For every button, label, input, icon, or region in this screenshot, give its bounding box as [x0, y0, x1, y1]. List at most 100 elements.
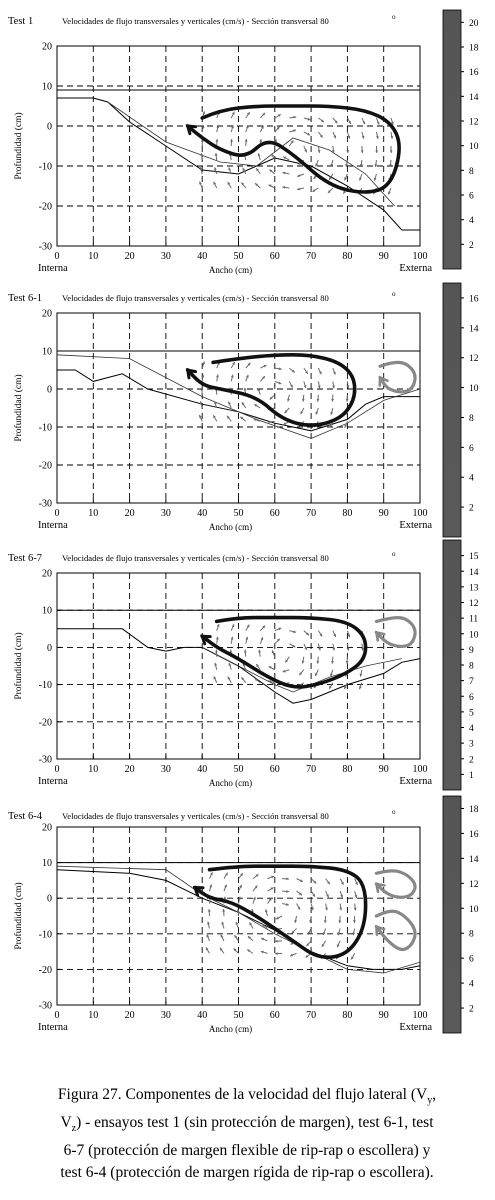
velocity-arrowhead	[290, 384, 293, 388]
velocity-arrowhead	[256, 664, 259, 667]
velocity-arrowhead	[227, 676, 231, 680]
velocity-arrowhead	[331, 660, 334, 664]
velocity-arrowhead	[269, 169, 273, 173]
velocity-arrowhead	[304, 149, 307, 153]
velocity-arrowhead	[254, 404, 258, 407]
velocity-arrowhead	[199, 401, 203, 405]
velocity-arrowhead	[330, 673, 333, 677]
x-tick-label: 30	[161, 764, 171, 775]
colorbar-tick-label: 4	[469, 474, 474, 484]
velocity-arrowhead	[332, 647, 336, 651]
velocity-arrowhead	[216, 624, 220, 627]
velocity-arrowhead	[292, 644, 296, 648]
velocity-arrowhead	[297, 187, 300, 191]
velocity-arrowhead	[315, 673, 318, 677]
velocity-arrowhead	[201, 125, 205, 128]
secondary-circulation-cell	[374, 869, 417, 899]
velocity-arrowhead	[247, 949, 251, 953]
x-tick-label: 80	[342, 508, 352, 519]
velocity-arrowhead	[339, 907, 343, 911]
velocity-arrowhead	[257, 388, 261, 392]
velocity-arrowhead	[355, 882, 358, 885]
velocity-arrowhead	[243, 387, 247, 391]
secondary-circulation-cell	[378, 360, 417, 394]
velocity-arrowhead	[215, 139, 219, 142]
velocity-arrowhead	[283, 422, 287, 425]
velocity-arrowhead	[200, 153, 204, 156]
velocity-arrowhead	[359, 673, 363, 677]
colorbar	[442, 795, 462, 1034]
y-tick-label: -30	[39, 499, 52, 510]
x-tick-label: 10	[88, 764, 98, 775]
velocity-arrowhead	[361, 647, 364, 651]
velocity-arrowhead	[241, 677, 245, 681]
colorbar-tick-label: 18	[469, 805, 479, 815]
y-tick-label: 0	[47, 894, 52, 905]
velocity-arrowhead	[230, 636, 234, 640]
velocity-arrowhead	[249, 922, 253, 926]
colorbar-tick-label: 14	[469, 568, 479, 578]
velocity-arrowhead	[199, 414, 202, 418]
velocity-arrowhead	[319, 134, 323, 138]
panel-title-degree: o	[392, 808, 396, 816]
colorbar-tick-label: 11	[469, 615, 478, 625]
x-tick-label: 70	[306, 764, 316, 775]
x-axis-label: Ancho (cm)	[209, 265, 252, 275]
panel-test-label: Test 6-7	[8, 553, 42, 564]
secondary-circulation-cell	[374, 909, 417, 952]
velocity-arrowhead	[325, 907, 328, 911]
velocity-arrowhead	[230, 139, 233, 142]
colorbar-tick-label: 16	[469, 830, 479, 840]
secondary-profile-line	[107, 101, 395, 207]
velocity-arrowhead	[262, 625, 266, 629]
velocity-arrowhead	[255, 183, 259, 187]
x-tick-label: 60	[270, 764, 280, 775]
velocity-arrowhead	[220, 934, 224, 938]
y-tick-label: 10	[42, 858, 52, 869]
x-tick-label: 70	[306, 251, 316, 262]
y-tick-label: 20	[42, 823, 52, 834]
velocity-arrowhead	[285, 659, 289, 663]
velocity-arrowhead	[243, 649, 247, 653]
velocity-arrowhead	[222, 909, 226, 912]
label-externa: Externa	[399, 776, 432, 787]
x-tick-label: 40	[197, 764, 207, 775]
panel-2: Test 6-1 Velocidades de flujo transversal…	[8, 282, 479, 538]
velocity-arrowhead	[299, 879, 303, 882]
panel-3: Test 6-7 Velocidades de flujo transversal…	[8, 539, 479, 791]
colorbar-tick-label: 12	[469, 354, 479, 364]
colorbar-tick-label: 8	[469, 930, 474, 940]
velocity-arrowhead	[268, 184, 272, 188]
colorbar-tick-label: 8	[469, 414, 474, 424]
panel-title-degree: o	[392, 550, 396, 558]
colorbar-tick-label: 4	[469, 980, 474, 990]
y-tick-label: -30	[39, 242, 52, 253]
colorbar-tick-label: 1	[469, 771, 474, 781]
velocity-arrowhead	[287, 398, 290, 402]
colorbar-tick-label: 6	[469, 955, 474, 965]
velocity-arrowhead	[331, 150, 335, 153]
colorbar-tick-label: 10	[469, 630, 479, 640]
label-interna: Interna	[38, 263, 68, 274]
velocity-arrowhead	[232, 362, 235, 366]
velocity-arrowhead	[375, 150, 379, 153]
velocity-arrowhead	[282, 171, 286, 175]
velocity-arrowhead	[306, 632, 310, 636]
y-tick-label: 20	[42, 42, 52, 53]
velocity-arrowhead	[254, 885, 258, 889]
velocity-arrowhead	[284, 410, 288, 414]
y-tick-label: 20	[42, 309, 52, 320]
velocity-arrowhead	[290, 941, 294, 945]
y-tick-label: 0	[47, 385, 52, 396]
x-tick-label: 40	[197, 1010, 207, 1021]
velocity-arrowhead	[224, 884, 227, 888]
x-tick-label: 10	[88, 508, 98, 519]
velocity-arrowhead	[321, 943, 325, 947]
colorbar-tick-label: 15	[469, 552, 479, 562]
velocity-arrowhead	[245, 125, 249, 129]
velocity-arrowhead	[242, 167, 246, 171]
grid	[57, 46, 420, 246]
caption-line2: ) - ensayos test 1 (sin protección de ma…	[76, 1114, 434, 1132]
velocity-arrowhead	[323, 920, 327, 923]
y-axis-label: Profundidad (cm)	[13, 374, 24, 441]
